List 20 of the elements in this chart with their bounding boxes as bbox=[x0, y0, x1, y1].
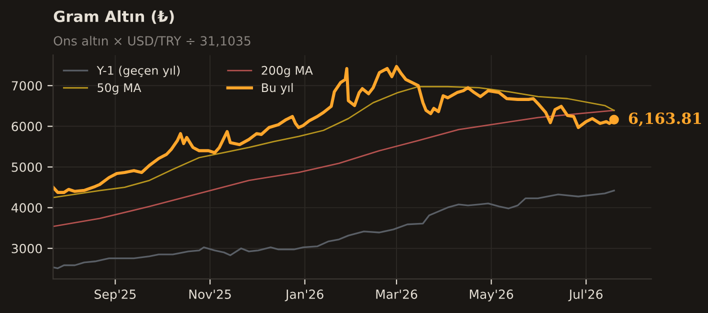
x-tick-label: Mar'26 bbox=[376, 290, 418, 299]
line-series bbox=[53, 110, 615, 228]
x-tick-label: May'26 bbox=[470, 290, 514, 302]
x-tick-label: Sep'25 bbox=[94, 290, 136, 302]
x-tick-label: Jul'26 bbox=[568, 289, 603, 302]
y-tick-label: 7000 bbox=[12, 81, 42, 91]
y-tick-label: 4000 bbox=[11, 203, 42, 213]
legend-label: Y-1 (geçen yıl) bbox=[96, 66, 180, 78]
y-tick-label: 5000 bbox=[12, 162, 42, 172]
legend-label: Bu yıl bbox=[262, 83, 293, 94]
x-tick-label: Nov'25 bbox=[189, 290, 231, 299]
legend-label: 50g MA bbox=[98, 83, 142, 94]
chart-title: Gram Altın (₺) bbox=[54, 10, 174, 24]
y-tick-label: 3000 bbox=[12, 244, 42, 254]
legend-label: 200g MA bbox=[262, 66, 313, 78]
line-series bbox=[53, 190, 615, 270]
annotation: 6,163.81 bbox=[628, 112, 701, 126]
x-tick-label: Jan'26 bbox=[284, 290, 324, 302]
y-tick-label: 6000 bbox=[12, 122, 42, 132]
chart-subtitle: Ons altın × USD/TRY ÷ 31,1035 bbox=[54, 36, 250, 47]
